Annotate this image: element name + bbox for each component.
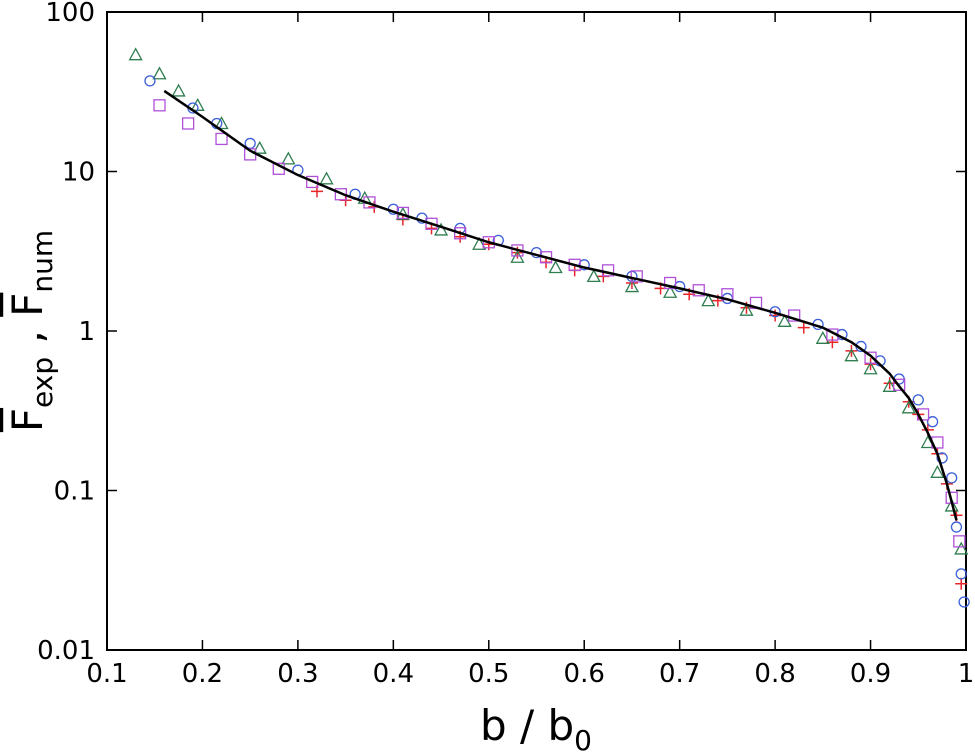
x-tick-label: 0.9 — [850, 659, 891, 689]
y-label-sub1: exp — [26, 357, 59, 408]
triangle-marker — [863, 361, 878, 375]
y-label-sub2: num — [26, 230, 59, 293]
y-axis-label: Fexp , Fnum — [3, 230, 59, 432]
triangle-marker — [954, 541, 969, 555]
triangle-marker — [319, 171, 334, 185]
square-marker — [425, 217, 438, 230]
y-label-main1: F — [3, 408, 52, 432]
triangle-marker — [357, 190, 372, 204]
triangle-marker — [472, 236, 487, 250]
triangle-marker — [739, 302, 754, 316]
x-tick-label: 0.1 — [86, 659, 127, 689]
triangle-marker — [624, 279, 640, 293]
x-tick-label: 0.8 — [754, 659, 795, 689]
triangle-marker — [152, 66, 167, 80]
square-marker — [181, 117, 195, 130]
circle-marker — [912, 394, 924, 406]
triangle-marker — [844, 348, 859, 362]
x-tick-label: 0.4 — [373, 659, 414, 689]
plus-marker — [955, 577, 968, 590]
x-tick-label: 0.7 — [659, 659, 700, 689]
triangle-marker — [901, 400, 916, 414]
triangle-marker — [281, 151, 296, 165]
y-tick-label: 0.01 — [37, 636, 95, 666]
circle-marker — [946, 472, 958, 484]
x-tick-label: 0.3 — [277, 659, 318, 689]
square-marker — [788, 309, 801, 322]
y-tick-label: 1 — [78, 317, 95, 347]
triangle-marker — [252, 140, 267, 154]
triangle-marker — [777, 313, 792, 327]
triangle-marker — [586, 269, 601, 283]
plus-marker — [797, 321, 810, 334]
y-tick-label: 0.1 — [54, 477, 95, 507]
square-marker — [306, 175, 319, 189]
square-marker — [893, 378, 906, 391]
y-tick-label: 10 — [62, 158, 95, 188]
triangle-marker — [663, 284, 678, 298]
triangle-marker — [214, 116, 229, 130]
plus-marker — [864, 358, 877, 371]
square-marker — [953, 535, 966, 548]
circle-marker — [955, 568, 967, 580]
y-label-main2: F — [3, 293, 52, 317]
triangle-marker — [433, 222, 449, 236]
square-marker — [215, 132, 228, 146]
square-marker — [630, 270, 643, 283]
circle-marker — [926, 416, 939, 428]
triangle-marker — [930, 464, 945, 478]
square-marker — [663, 276, 677, 290]
triangle-marker — [548, 260, 563, 274]
x-label-sub: 0 — [574, 724, 592, 752]
x-axis-label: b / b0 — [480, 701, 592, 752]
square-marker — [864, 351, 877, 364]
square-marker — [482, 236, 495, 249]
x-label-main: b / b — [480, 701, 574, 750]
y-tick-label: 100 — [45, 0, 95, 28]
circle-marker — [950, 521, 963, 533]
triangle-marker — [510, 249, 525, 263]
triangle-marker — [701, 293, 716, 307]
y-label-sep: , — [3, 317, 52, 357]
x-tick-label: 1 — [958, 659, 975, 689]
square-marker — [153, 99, 166, 112]
x-tick-label: 0.5 — [468, 659, 509, 689]
triangle-marker — [171, 83, 186, 97]
square-marker — [453, 227, 467, 240]
x-tick-label: 0.6 — [564, 659, 605, 689]
circle-marker — [144, 75, 156, 87]
triangle-marker — [128, 47, 143, 61]
triangle-marker — [815, 330, 830, 344]
circle-marker — [578, 259, 590, 271]
circle-marker — [958, 596, 970, 608]
fit-line — [163, 89, 958, 521]
triangle-marker — [882, 378, 897, 392]
plot-frame — [106, 11, 967, 651]
x-tick-label: 0.2 — [182, 659, 223, 689]
circle-marker — [936, 452, 948, 464]
triangle-marker — [944, 498, 959, 512]
